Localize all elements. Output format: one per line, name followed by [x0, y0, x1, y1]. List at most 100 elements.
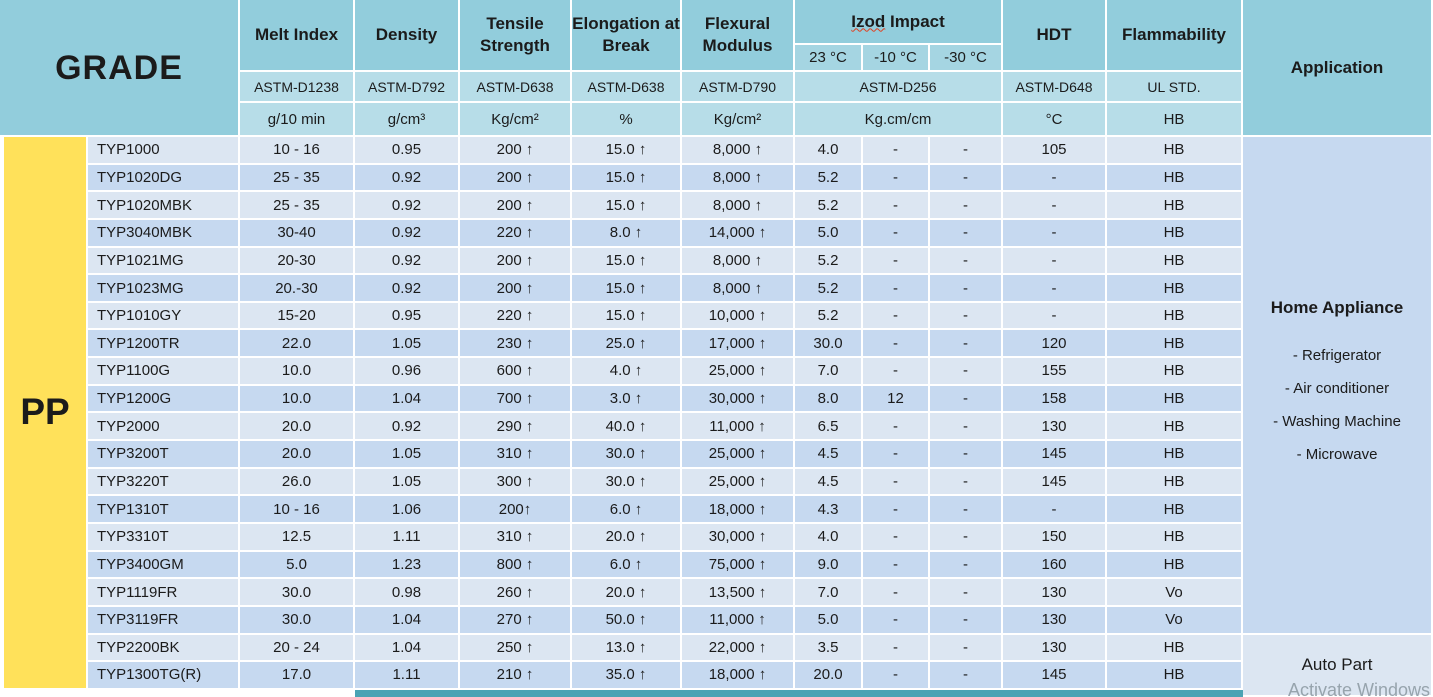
cell-density: 1.05	[355, 330, 460, 359]
cell-izod10: -	[863, 606, 930, 635]
cell-flamm: HB	[1107, 523, 1243, 552]
cell-izod23: 3.5	[795, 634, 863, 663]
cell-izod23: 5.2	[795, 247, 863, 276]
cell-density: 1.04	[355, 606, 460, 635]
cell-flexural: 8,000 ↑	[682, 247, 795, 276]
grade-cell: TYP2000	[88, 413, 240, 442]
cell-izod30: -	[930, 551, 1003, 580]
cell-elongation: 20.0 ↑	[572, 523, 682, 552]
application-auto-part: Auto Part	[1243, 634, 1433, 697]
cell-flamm: HB	[1107, 247, 1243, 276]
cell-izod23: 7.0	[795, 579, 863, 607]
cell-hdt: -	[1003, 275, 1107, 303]
cell-izod10: -	[863, 551, 930, 580]
cell-density: 0.92	[355, 247, 460, 276]
cell-tensile: 310 ↑	[460, 441, 572, 469]
cell-tensile: 600 ↑	[460, 358, 572, 386]
grade-cell: TYP1020DG	[88, 164, 240, 193]
cell-izod30: -	[930, 441, 1003, 469]
unit-flexural: Kg/cm²	[682, 103, 795, 137]
grade-cell: TYP1200TR	[88, 330, 240, 359]
cell-izod10: -	[863, 137, 930, 165]
cell-elongation: 15.0 ↑	[572, 164, 682, 193]
cell-izod23: 5.2	[795, 164, 863, 193]
col-header-izod-impact: Izod Impact	[795, 0, 1003, 45]
grade-cell: TYP1310T	[88, 496, 240, 524]
cell-tensile: 200 ↑	[460, 192, 572, 220]
cell-izod23: 8.0	[795, 385, 863, 414]
cell-tensile: 220 ↑	[460, 219, 572, 248]
cell-tensile: 270 ↑	[460, 606, 572, 635]
cell-density: 0.92	[355, 275, 460, 303]
cell-hdt: 160	[1003, 551, 1107, 580]
col-header-melt-index: Melt Index	[240, 0, 355, 72]
cell-hdt: -	[1003, 496, 1107, 524]
cell-melt: 25 - 35	[240, 164, 355, 193]
cell-izod10: -	[863, 219, 930, 248]
cell-elongation: 6.0 ↑	[572, 496, 682, 524]
cell-izod30: -	[930, 662, 1003, 690]
cell-density: 1.05	[355, 441, 460, 469]
izod-temp-23c: 23 °C	[795, 45, 863, 72]
cell-density: 1.04	[355, 385, 460, 414]
cell-flamm: HB	[1107, 441, 1243, 469]
cell-melt: 26.0	[240, 468, 355, 497]
col-header-hdt: HDT	[1003, 0, 1107, 72]
cell-melt: 10 - 16	[240, 496, 355, 524]
application-home-title: Home Appliance	[1270, 298, 1404, 318]
cell-izod30: -	[930, 330, 1003, 359]
grade-cell: TYP1023MG	[88, 275, 240, 303]
cell-elongation: 8.0 ↑	[572, 219, 682, 248]
cell-hdt: 158	[1003, 385, 1107, 414]
cell-density: 0.96	[355, 358, 460, 386]
cell-izod30: -	[930, 164, 1003, 193]
cell-flexural: 18,000 ↑	[682, 662, 795, 690]
cell-melt: 20.0	[240, 413, 355, 442]
cell-izod23: 20.0	[795, 662, 863, 690]
cell-elongation: 30.0 ↑	[572, 441, 682, 469]
cell-hdt: 150	[1003, 523, 1107, 552]
grade-cell: TYP1119FR	[88, 579, 240, 607]
cell-flamm: HB	[1107, 358, 1243, 386]
cell-elongation: 40.0 ↑	[572, 413, 682, 442]
cell-flexural: 11,000 ↑	[682, 606, 795, 635]
cell-izod30: -	[930, 358, 1003, 386]
cell-density: 0.95	[355, 137, 460, 165]
cell-izod23: 30.0	[795, 330, 863, 359]
cell-tensile: 260 ↑	[460, 579, 572, 607]
cell-density: 1.11	[355, 523, 460, 552]
cell-tensile: 800 ↑	[460, 551, 572, 580]
unit-elongation: %	[572, 103, 682, 137]
cell-melt: 25 - 35	[240, 192, 355, 220]
table-bottom-edge	[355, 689, 1243, 697]
cell-flexural: 18,000 ↑	[682, 496, 795, 524]
grade-cell: TYP3119FR	[88, 606, 240, 635]
material-label-pp: PP	[0, 137, 88, 690]
cell-izod10: -	[863, 579, 930, 607]
cell-izod10: -	[863, 523, 930, 552]
cell-tensile: 200 ↑	[460, 275, 572, 303]
grade-cell: TYP1300TG(R)	[88, 662, 240, 690]
cell-elongation: 13.0 ↑	[572, 634, 682, 663]
cell-density: 1.04	[355, 634, 460, 663]
cell-izod30: -	[930, 523, 1003, 552]
cell-izod10: -	[863, 164, 930, 193]
cell-izod30: -	[930, 634, 1003, 663]
cell-melt: 20-30	[240, 247, 355, 276]
cell-izod10: -	[863, 413, 930, 442]
unit-izod: Kg.cm/cm	[795, 103, 1003, 137]
application-item-microwave: - Microwave	[1296, 446, 1378, 464]
unit-flammability: HB	[1107, 103, 1243, 137]
cell-flexural: 10,000 ↑	[682, 302, 795, 331]
cell-izod10: -	[863, 441, 930, 469]
cell-flexural: 30,000 ↑	[682, 523, 795, 552]
cell-flexural: 75,000 ↑	[682, 551, 795, 580]
cell-elongation: 15.0 ↑	[572, 275, 682, 303]
grade-cell: TYP3220T	[88, 468, 240, 497]
unit-density: g/cm³	[355, 103, 460, 137]
astm-melt: ASTM-D1238	[240, 72, 355, 103]
cell-hdt: 145	[1003, 468, 1107, 497]
cell-elongation: 15.0 ↑	[572, 247, 682, 276]
cell-izod30: -	[930, 302, 1003, 331]
cell-izod30: -	[930, 385, 1003, 414]
